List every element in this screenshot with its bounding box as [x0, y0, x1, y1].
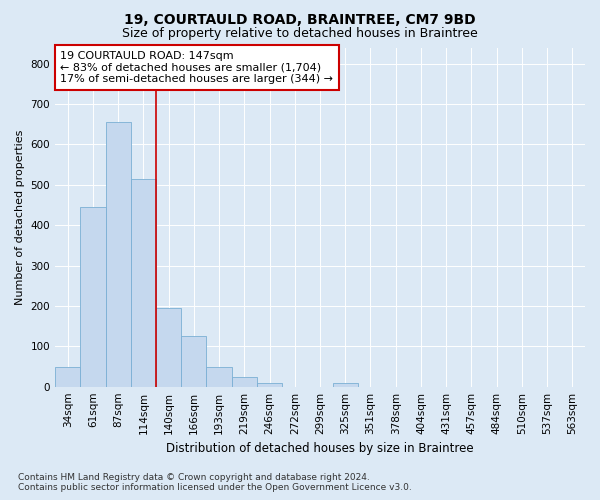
Bar [257, 382, 282, 386]
Bar [156, 308, 181, 386]
Text: Contains HM Land Registry data © Crown copyright and database right 2024.
Contai: Contains HM Land Registry data © Crown c… [18, 473, 412, 492]
Text: 19 COURTAULD ROAD: 147sqm
← 83% of detached houses are smaller (1,704)
17% of se: 19 COURTAULD ROAD: 147sqm ← 83% of detac… [61, 51, 334, 84]
X-axis label: Distribution of detached houses by size in Braintree: Distribution of detached houses by size … [166, 442, 474, 455]
Text: 19, COURTAULD ROAD, BRAINTREE, CM7 9BD: 19, COURTAULD ROAD, BRAINTREE, CM7 9BD [124, 12, 476, 26]
Bar [80, 207, 106, 386]
Y-axis label: Number of detached properties: Number of detached properties [15, 130, 25, 305]
Bar [206, 368, 232, 386]
Bar [181, 336, 206, 386]
Bar [131, 178, 156, 386]
Bar [332, 382, 358, 386]
Text: Size of property relative to detached houses in Braintree: Size of property relative to detached ho… [122, 28, 478, 40]
Bar [106, 122, 131, 386]
Bar [55, 368, 80, 386]
Bar [232, 376, 257, 386]
